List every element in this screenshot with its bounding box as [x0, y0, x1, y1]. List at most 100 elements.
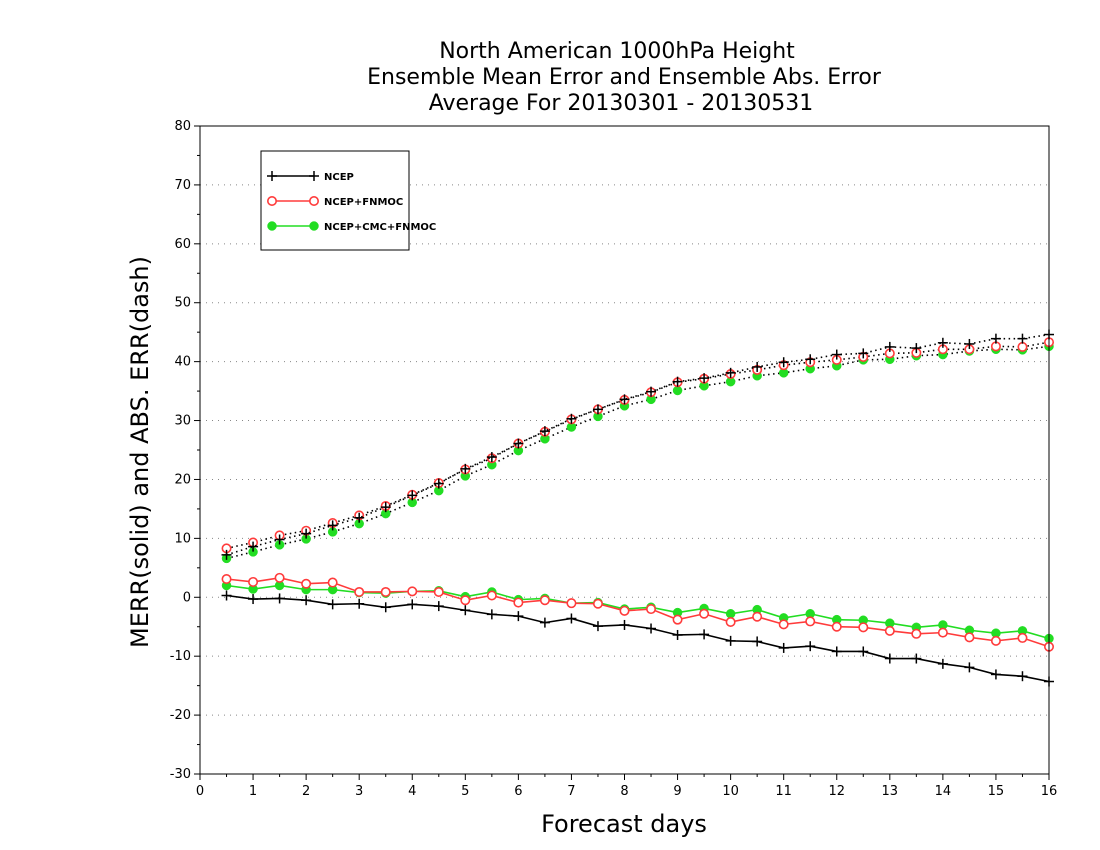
mean-error-point — [433, 586, 444, 597]
abs-error-line — [226, 345, 1050, 560]
abs-error-point — [274, 534, 285, 545]
mean-error-point — [937, 627, 948, 638]
abs-error-point — [990, 333, 1001, 344]
series-ncep — [221, 329, 1054, 687]
x-tick-label: 15 — [988, 784, 1005, 799]
abs-error-point — [619, 394, 630, 405]
title-line-3: Average For 20130301 - 20130531 — [429, 91, 814, 116]
legend-label: NCEP — [324, 172, 354, 183]
legend-label: NCEP+FNMOC — [324, 197, 403, 208]
abs-error-point — [221, 549, 232, 560]
mean-error-point — [831, 621, 842, 632]
legend-entry: NCEP+CMC+FNMOC — [267, 221, 436, 233]
mean-error-point — [805, 616, 816, 627]
x-tick-label: 0 — [196, 784, 204, 799]
mean-error-point — [964, 632, 975, 643]
mean-error-point — [486, 609, 497, 620]
abs-error-point — [778, 357, 789, 368]
mean-error-point — [274, 593, 285, 604]
x-tick-label: 7 — [567, 784, 575, 799]
abs-error-point — [539, 426, 550, 437]
x-tick-label: 16 — [1041, 784, 1058, 799]
mean-error-point — [964, 662, 975, 673]
abs-error-point — [407, 490, 418, 501]
mean-error-line — [226, 577, 1050, 648]
abs-error-point — [433, 478, 444, 489]
abs-error-point — [327, 520, 338, 531]
mean-error-point — [646, 623, 657, 634]
legend-entry: NCEP+FNMOC — [266, 196, 403, 208]
abs-error-point — [858, 348, 869, 359]
y-tick-label: 10 — [174, 531, 191, 546]
mean-error-point — [539, 595, 550, 606]
abs-error-point — [592, 404, 603, 415]
x-tick-label: 12 — [828, 784, 845, 799]
mean-error-point — [990, 635, 1001, 646]
mean-error-point — [513, 611, 524, 622]
legend-marker-start — [266, 196, 277, 207]
mean-error-point — [752, 636, 763, 647]
mean-error-point — [884, 625, 895, 636]
abs-error-point — [354, 512, 365, 523]
mean-error-point — [1017, 671, 1028, 682]
legend-marker-end — [309, 221, 319, 231]
mean-error-point — [619, 619, 630, 630]
x-tick-label: 13 — [882, 784, 899, 799]
abs-error-point — [672, 385, 683, 396]
mean-error-point — [699, 608, 710, 619]
abs-error-point — [672, 376, 683, 387]
mean-error-point — [380, 586, 391, 597]
mean-error-point — [407, 586, 418, 597]
x-tick-label: 14 — [935, 784, 952, 799]
legend-entry: NCEP — [267, 171, 354, 183]
mean-error-point — [752, 611, 763, 622]
mean-error-point — [858, 622, 869, 633]
mean-error-point — [327, 577, 338, 588]
mean-error-point — [699, 629, 710, 640]
mean-error-point — [884, 653, 895, 664]
mean-error-point — [858, 646, 869, 657]
mean-error-point — [566, 613, 577, 624]
y-tick-label: 40 — [174, 355, 191, 370]
mean-error-point — [646, 604, 657, 615]
x-tick-label: 8 — [620, 784, 628, 799]
abs-error-point — [752, 361, 763, 372]
abs-error-point — [699, 373, 710, 384]
abs-error-point — [486, 452, 497, 463]
abs-error-point — [646, 386, 657, 397]
y-tick-label: 50 — [174, 296, 191, 311]
x-tick-label: 4 — [408, 784, 416, 799]
abs-error-point — [725, 367, 736, 378]
x-tick-label: 6 — [514, 784, 522, 799]
legend: NCEP NCEP+FNMOC NCEP+CMC+FNMOC — [260, 150, 436, 251]
mean-error-point — [911, 628, 922, 639]
mean-error-point — [327, 599, 338, 610]
mean-error-point — [221, 574, 232, 585]
mean-error-point — [221, 590, 232, 601]
mean-error-point — [805, 641, 816, 652]
mean-error-point — [592, 621, 603, 632]
abs-error-point — [884, 341, 895, 352]
x-tick-label: 3 — [355, 784, 363, 799]
abs-error-point — [301, 528, 312, 539]
mean-error-point — [539, 617, 550, 628]
abs-error-point — [1017, 333, 1028, 344]
mean-error-point — [672, 629, 683, 640]
abs-error-point — [1017, 341, 1028, 352]
y-tick-label: 20 — [174, 472, 191, 487]
title-line-1: North American 1000hPa Height — [439, 39, 795, 64]
mean-error-point — [248, 594, 259, 605]
mean-error-point — [725, 617, 736, 628]
mean-error-point — [592, 598, 603, 609]
mean-error-point — [937, 658, 948, 669]
mean-error-point — [513, 597, 524, 608]
legend-marker-start — [267, 171, 277, 181]
series-ncep-cmc-fnmoc — [221, 341, 1054, 644]
mean-error-point — [460, 605, 471, 616]
y-tick-label: 60 — [174, 237, 191, 252]
x-tick-label: 9 — [673, 784, 681, 799]
y-axis-label: MERR(solid) and ABS. ERR(dash) — [126, 256, 154, 648]
mean-error-point — [990, 669, 1001, 680]
x-tick-label: 10 — [722, 784, 739, 799]
